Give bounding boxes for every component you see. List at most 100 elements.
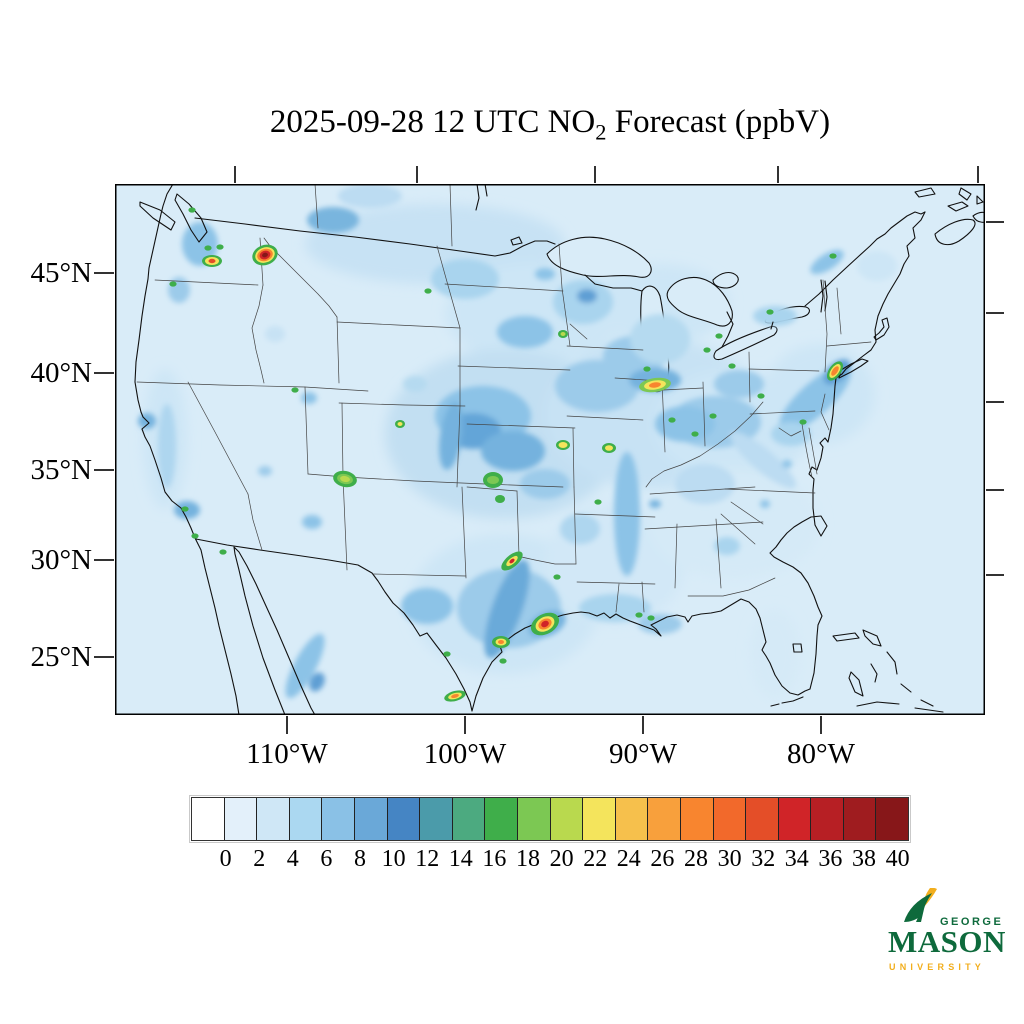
map-path (569, 323, 588, 340)
contour-blob (497, 316, 553, 348)
map-path (820, 393, 830, 431)
contour-blob (799, 419, 807, 425)
contour-blob (397, 422, 403, 426)
contour-blob (181, 506, 189, 512)
contour-blob (715, 333, 723, 339)
colorbar-tick-label: 18 (516, 846, 540, 872)
map-path (516, 490, 520, 557)
map-path (712, 271, 739, 289)
contour-blob (691, 431, 699, 437)
contour-blob (498, 640, 504, 644)
contour-blob (647, 615, 655, 621)
contour-blob (709, 413, 717, 419)
map-path (584, 274, 643, 292)
page-title: 2025-09-28 12 UTC NO2 Forecast (ppbV) (115, 104, 985, 146)
lon-tick-label: 80°W (787, 738, 855, 770)
hotspot (495, 495, 505, 503)
map-path (748, 351, 751, 403)
map-path (730, 501, 764, 525)
lat-tick-label: 30°N (30, 544, 92, 576)
map-path (886, 651, 898, 675)
map-path (572, 427, 575, 488)
colorbar-cell (583, 798, 616, 840)
map-path (804, 211, 926, 307)
contour-blob (309, 672, 325, 692)
colorbar-cell (257, 798, 290, 840)
forecast-map (115, 184, 985, 715)
gmu-logo-university: UNIVERSITY (889, 962, 986, 972)
map-path (187, 381, 249, 495)
map-path (134, 184, 240, 715)
map-path (641, 581, 645, 613)
contour-blob (305, 204, 565, 284)
contour-blob (560, 332, 566, 336)
map-path (769, 211, 926, 690)
map-path (457, 365, 571, 371)
contour-blob (668, 417, 676, 423)
colorbar-cell (550, 798, 584, 840)
map-path (900, 683, 912, 693)
hotspot (602, 443, 616, 453)
contour-blob (655, 406, 715, 442)
colorbar-cell (322, 798, 355, 840)
map-path (958, 187, 972, 201)
hotspot (252, 244, 278, 266)
pollution-blobs (138, 184, 897, 699)
map-path (687, 577, 776, 597)
colorbar-scale-labels: 0 2 4 6 8 10 12 14 16 18 20 22 24 26 28 30 32 34 36 38 40 (0, 846, 1024, 876)
map-path (436, 245, 461, 329)
map-path (566, 415, 644, 421)
colorbar-tick-label: 16 (482, 846, 507, 872)
lon-tick-label: 90°W (609, 738, 677, 770)
contour-blob (340, 475, 350, 483)
map-path (838, 358, 869, 379)
contour-blob (424, 288, 432, 294)
colorbar-tick-label: 20 (549, 846, 574, 872)
contour-blob (401, 588, 453, 624)
hotspot (639, 377, 671, 393)
coastlines (134, 184, 985, 715)
contour-blob (675, 464, 735, 504)
contour-blob (204, 245, 212, 251)
colorbar-tick-label: 0 (219, 846, 232, 872)
contour-blob (431, 259, 499, 299)
contour-blob (265, 326, 285, 342)
map-path (914, 187, 936, 198)
colorbar-cell (811, 798, 844, 840)
map-path (770, 321, 774, 330)
map-path (856, 701, 900, 707)
contour-blob (829, 253, 837, 259)
contour-blob (541, 620, 549, 628)
contour-blob (782, 460, 792, 468)
map-path (484, 184, 488, 197)
map-path (778, 427, 802, 437)
map-path (475, 184, 480, 211)
map-path (247, 493, 263, 551)
colorbar-cell (387, 798, 421, 840)
contour-blob (555, 360, 639, 412)
contour-blob (301, 392, 317, 404)
hotspot (483, 472, 503, 488)
map-path (820, 279, 824, 313)
contour-blob (509, 558, 515, 564)
map-path (702, 381, 706, 447)
colorbar-cell (680, 798, 714, 840)
contour-blob (594, 499, 602, 505)
hotspot (395, 420, 405, 428)
gmu-logo-george: GEORGE (940, 916, 1004, 928)
lon-tick-label: 110°W (246, 738, 328, 770)
contour-blob (638, 614, 682, 634)
colorbar-cell (192, 798, 225, 840)
map-path (136, 381, 369, 392)
map-path (721, 311, 734, 348)
colorbar-cell (843, 798, 877, 840)
contour-blob (577, 289, 597, 303)
map-path (873, 317, 890, 341)
contour-blob (285, 633, 325, 699)
contour-blob (439, 402, 463, 470)
map-path (848, 671, 864, 697)
map-path (934, 218, 976, 246)
map-path (976, 195, 984, 205)
contour-blob (499, 658, 507, 664)
